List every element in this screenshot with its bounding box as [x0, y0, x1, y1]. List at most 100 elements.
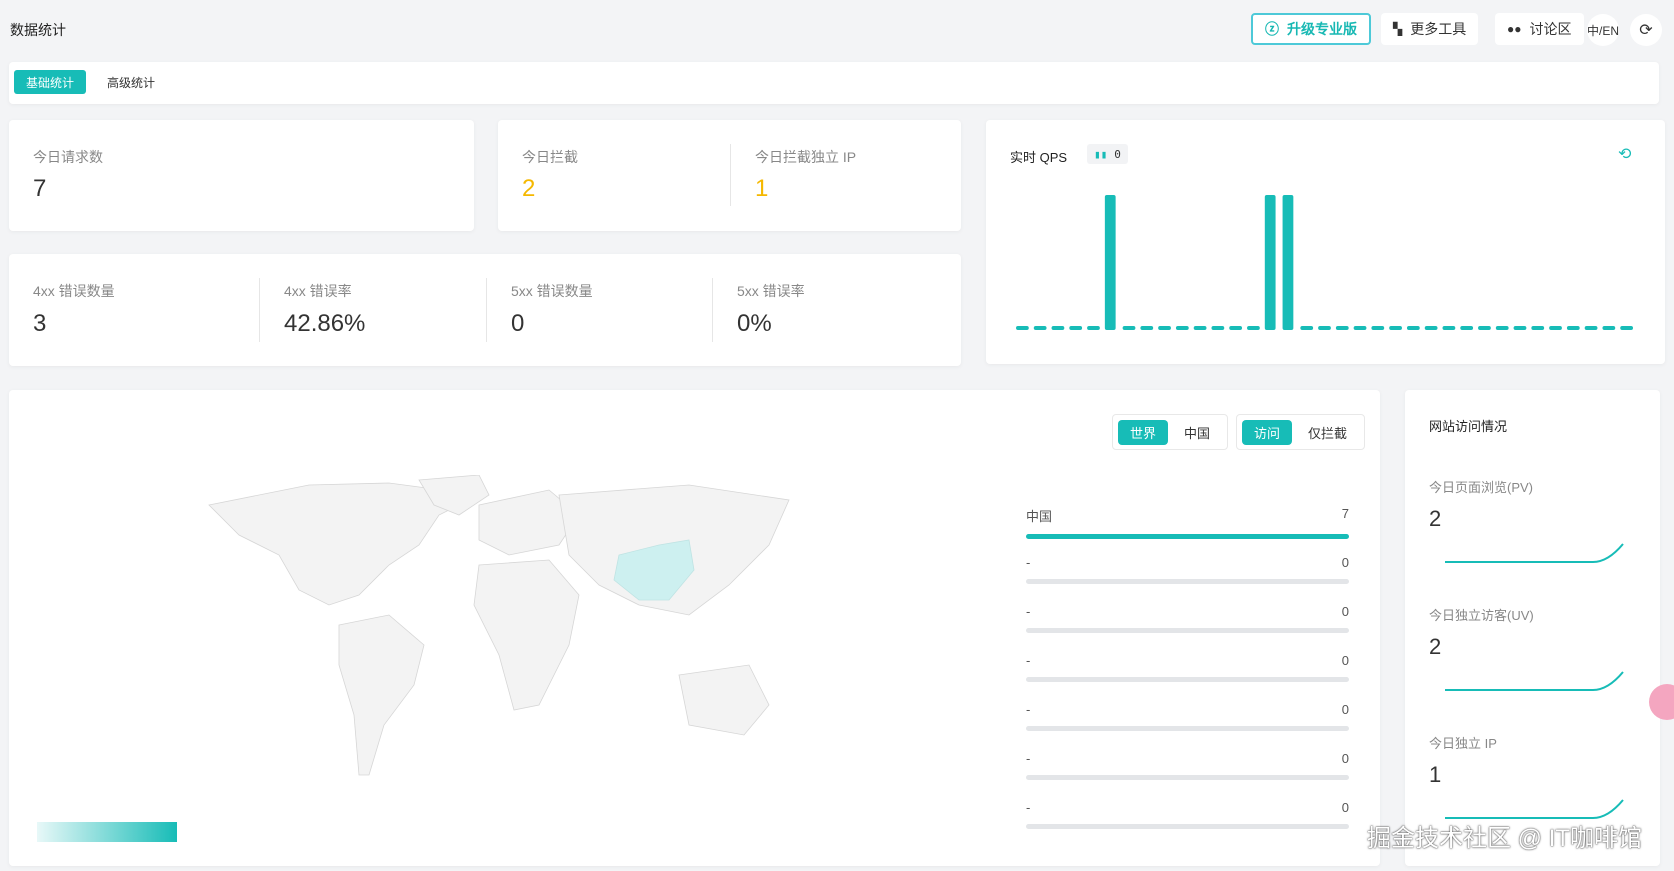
uv-value: 2 — [1429, 634, 1442, 659]
qps-bar — [1460, 326, 1474, 330]
ranking-count: 0 — [1341, 653, 1349, 668]
qps-bar — [1087, 326, 1100, 330]
site-visits-title: 网站访问情况 — [1429, 419, 1508, 434]
tab-advanced-stats[interactable]: 高级统计 — [107, 75, 156, 90]
history-icon[interactable]: ⟲ — [1618, 146, 1632, 163]
qps-bar — [1140, 326, 1154, 330]
qps-bar — [1247, 326, 1260, 330]
ip-sparkline — [1445, 799, 1624, 819]
australia — [678, 664, 770, 736]
ranking-bar — [1026, 726, 1349, 731]
forum-button[interactable]: ●● 讨论区 — [1495, 13, 1584, 45]
today-requests-card: 今日请求数 7 — [9, 120, 474, 231]
divider — [712, 278, 713, 342]
upgrade-icon: ⓩ — [1265, 21, 1279, 37]
mode-blocked-button[interactable]: 仅拦截 — [1308, 425, 1348, 441]
qps-bar — [1335, 326, 1349, 330]
ranking-bar — [1026, 628, 1349, 633]
ranking-region: - — [1026, 702, 1031, 717]
ranking-region: - — [1026, 653, 1031, 668]
logout-icon[interactable]: ⟳ — [1630, 14, 1662, 46]
upgrade-label: 升级专业版 — [1287, 21, 1357, 37]
qps-bar — [1104, 195, 1116, 330]
watermark: 掘金技术社区 @ IT咖啡馆 — [1367, 825, 1643, 852]
qps-bar — [1549, 326, 1562, 330]
ranking-count: 0 — [1341, 702, 1349, 717]
upgrade-button[interactable]: ⓩ 升级专业版 — [1251, 13, 1371, 45]
ip-label: 今日独立 IP — [1429, 736, 1497, 751]
err4xx-count-label: 4xx 错误数量 — [33, 283, 115, 299]
ranking-count: 0 — [1341, 751, 1349, 766]
qps-bar — [1424, 326, 1438, 330]
grid-icon: ▚ — [1393, 22, 1403, 36]
ranking-item: -0 — [1026, 604, 1349, 633]
today-blocked-ip-label: 今日拦截独立 IP — [755, 149, 857, 165]
ranking-item: -0 — [1026, 702, 1349, 731]
ranking-count: 0 — [1341, 604, 1349, 619]
ranking-count: 0 — [1341, 555, 1349, 570]
africa — [473, 559, 580, 711]
pv-value: 2 — [1429, 506, 1442, 531]
ranking-bar — [1026, 824, 1349, 829]
error-stats-card: 4xx 错误数量 3 4xx 错误率 42.86% 5xx 错误数量 0 5xx… — [9, 254, 961, 366]
qps-bar — [1442, 326, 1456, 330]
bar-chart-icon: ▮▮ — [1094, 147, 1108, 161]
err4xx-rate-label: 4xx 错误率 — [284, 283, 352, 299]
qps-bar — [1264, 195, 1276, 330]
qps-bar — [1478, 326, 1491, 330]
tab-bar: 基础统计 高级统计 — [9, 62, 1659, 104]
map-legend-gradient — [37, 822, 177, 842]
pv-sparkline — [1445, 543, 1624, 563]
south-america — [338, 614, 425, 776]
today-requests-value: 7 — [33, 175, 47, 202]
mode-toggle: 访问 仅拦截 — [1236, 414, 1366, 450]
ranking-bar — [1026, 534, 1349, 539]
err5xx-count-value: 0 — [511, 310, 525, 337]
scope-toggle: 世界 中国 — [1112, 414, 1229, 450]
ranking-bar — [1026, 775, 1349, 780]
qps-bar — [1318, 326, 1331, 330]
qps-bar — [1175, 326, 1189, 330]
page-title: 数据统计 — [10, 22, 66, 38]
more-tools-button[interactable]: ▚ 更多工具 — [1381, 13, 1479, 45]
divider — [259, 278, 260, 342]
err4xx-count-value: 3 — [33, 310, 47, 337]
qps-bar — [1229, 326, 1243, 330]
ranking-count: 0 — [1341, 800, 1349, 815]
language-toggle-icon[interactable]: 中/EN — [1587, 14, 1619, 46]
qps-bar — [1353, 326, 1367, 330]
qps-bar — [1584, 326, 1598, 330]
tab-basic-stats[interactable]: 基础统计 — [14, 70, 87, 94]
qps-bar — [1158, 326, 1171, 330]
greenland — [418, 475, 490, 516]
ranking-item: -0 — [1026, 555, 1349, 584]
today-requests-label: 今日请求数 — [33, 149, 103, 165]
err4xx-rate-value: 42.86% — [284, 310, 366, 337]
qps-bar — [1406, 326, 1420, 330]
scope-world-button[interactable]: 世界 — [1118, 419, 1169, 445]
pv-label: 今日页面浏览(PV) — [1429, 480, 1534, 495]
scope-china-button[interactable]: 中国 — [1184, 425, 1211, 441]
qps-current-value: 0 — [1114, 147, 1121, 161]
ranking-region: - — [1026, 604, 1031, 619]
north-america — [208, 482, 481, 606]
ranking-item: 中国 7 — [1026, 506, 1349, 539]
ranking-bar — [1026, 579, 1349, 584]
forum-label: 讨论区 — [1529, 21, 1572, 37]
qps-bar — [1371, 326, 1385, 330]
mode-visit-button[interactable]: 访问 — [1242, 419, 1293, 445]
qps-bar — [1282, 195, 1294, 330]
users-icon: ●● — [1507, 22, 1522, 36]
floating-assistant-icon[interactable] — [1649, 684, 1674, 720]
qps-bar — [1033, 326, 1047, 330]
ranking-region: - — [1026, 800, 1031, 815]
world-map — [208, 475, 790, 776]
qps-bar — [1389, 326, 1402, 330]
qps-bar — [1495, 326, 1509, 330]
more-tools-label: 更多工具 — [1410, 21, 1467, 37]
ranking-count: 7 — [1341, 506, 1349, 521]
today-blocked-ip-value: 1 — [755, 175, 769, 202]
qps-bar — [1566, 326, 1580, 330]
qps-bar-chart — [1016, 195, 1633, 330]
europe — [478, 489, 580, 556]
